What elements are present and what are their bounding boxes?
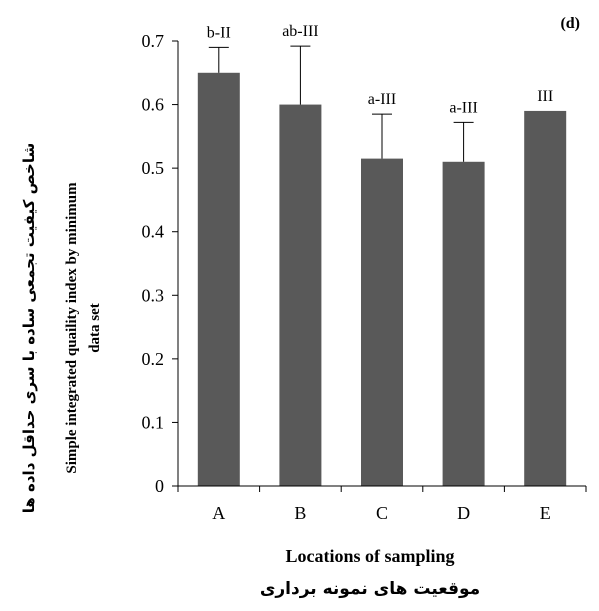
y-tick-label: 0.5 <box>142 158 165 178</box>
x-tick-label: B <box>294 503 306 523</box>
annotation-E: III <box>537 88 553 105</box>
annotation-A: b-II <box>207 24 231 41</box>
x-tick-label: A <box>212 503 225 523</box>
y-tick-label: 0.1 <box>142 412 165 432</box>
y-tick-label: 0.3 <box>142 285 165 305</box>
annotation-B: ab-III <box>282 23 318 40</box>
error-bars-layer <box>208 45 474 162</box>
y-tick-label: 0.6 <box>142 95 165 115</box>
annotations-layer: b-II ab-III a-III a-III III <box>207 23 553 116</box>
annotation-C: a-III <box>368 91 396 108</box>
y-axis-title-line1: Simple integrated quaility index by mini… <box>64 182 80 474</box>
bar-C <box>361 158 403 486</box>
y-tick-label: 0.2 <box>142 349 165 369</box>
x-tick-label: E <box>540 503 551 523</box>
y-tick-label: 0.7 <box>142 31 165 51</box>
y-tick-label: 0.4 <box>142 222 165 242</box>
x-ticks: A B C D E <box>177 486 587 523</box>
annotation-D: a-III <box>449 99 477 116</box>
y-tick-label: 0 <box>155 476 164 496</box>
x-tick-label: C <box>376 503 388 523</box>
y-axis-title-persian: شاخص کیفیت تجمعی ساده با سری حداقل داده … <box>20 143 38 514</box>
panel-label: (d) <box>560 15 580 32</box>
y-ticks: 0 0.1 0.2 0.3 0.4 0.5 0.6 0.7 <box>142 31 178 496</box>
x-axis-title-persian: موقعیت های نمونه برداری <box>260 579 480 599</box>
bar-A <box>197 72 240 487</box>
x-axis-title: Locations of sampling <box>285 546 454 566</box>
bars-layer <box>197 72 567 487</box>
bar-E <box>524 110 567 486</box>
bar-B <box>279 104 322 487</box>
y-axis-title-line2: data set <box>87 303 103 353</box>
bar-D <box>442 161 485 487</box>
x-tick-label: D <box>457 503 470 523</box>
